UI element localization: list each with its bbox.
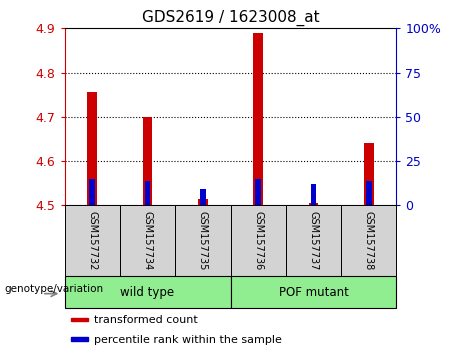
Bar (87, 92, 97, 205)
Bar (198, 199, 208, 205)
Title: GDS2619 / 1623008_at: GDS2619 / 1623008_at (142, 9, 319, 25)
Bar (89, 179, 95, 205)
Bar (65, 205, 120, 276)
Text: GSM157735: GSM157735 (198, 211, 208, 270)
Bar (175, 205, 230, 276)
Text: transformed count: transformed count (95, 315, 198, 325)
Bar (71, 318, 88, 321)
Bar (308, 203, 319, 205)
Text: GSM157734: GSM157734 (142, 211, 153, 270)
Text: GSM157736: GSM157736 (253, 211, 263, 270)
Bar (142, 117, 153, 205)
Text: GSM157732: GSM157732 (87, 211, 97, 270)
Bar (230, 205, 286, 276)
Bar (253, 33, 263, 205)
Bar (364, 143, 374, 205)
Text: GSM157737: GSM157737 (308, 211, 319, 270)
Bar (286, 205, 341, 276)
Bar (120, 205, 175, 276)
Bar (71, 337, 88, 341)
Text: GSM157738: GSM157738 (364, 211, 374, 270)
Bar (145, 181, 150, 205)
Text: wild type: wild type (120, 286, 175, 298)
Text: genotype/variation: genotype/variation (5, 284, 104, 293)
Bar (341, 205, 396, 276)
Text: POF mutant: POF mutant (278, 286, 349, 298)
Text: percentile rank within the sample: percentile rank within the sample (95, 335, 282, 344)
Bar (230, 276, 396, 308)
Bar (65, 276, 230, 308)
Bar (311, 184, 316, 205)
Bar (200, 188, 206, 205)
Bar (255, 179, 261, 205)
Bar (366, 181, 372, 205)
